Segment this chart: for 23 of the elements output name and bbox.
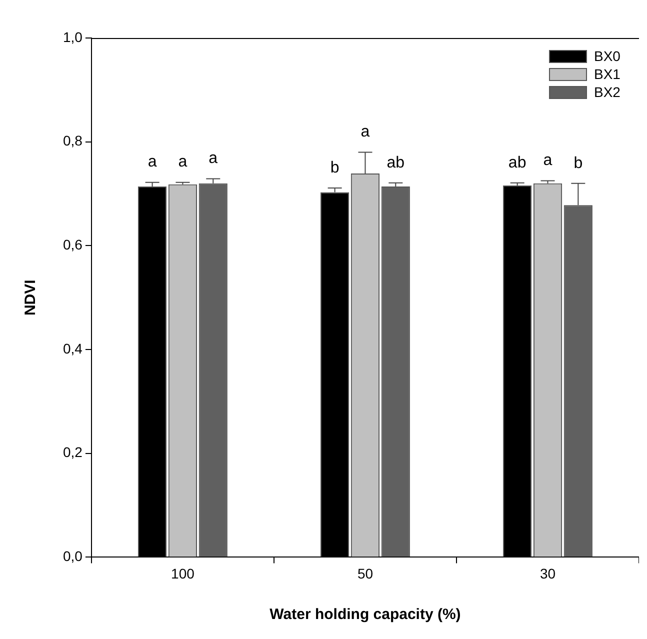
- y-tick-label: 0,6: [62, 236, 83, 253]
- data-label: b: [574, 154, 583, 172]
- y-axis-title: NDVI: [22, 280, 40, 316]
- legend-label: BX1: [594, 66, 621, 82]
- data-label: ab: [386, 154, 405, 172]
- data-label: a: [148, 154, 157, 171]
- y-tick-label: 0,0: [62, 548, 83, 564]
- legend-label: BX0: [594, 48, 621, 64]
- data-label: a: [208, 150, 218, 168]
- y-tick-label: 0,8: [62, 132, 83, 149]
- data-label: a: [360, 124, 370, 141]
- y-tick-label: 1,0: [62, 28, 83, 45]
- x-tick-label: 30: [540, 565, 556, 582]
- y-tick-label: 0,2: [62, 444, 83, 460]
- data-label: a: [178, 154, 188, 171]
- data-label: ab: [508, 154, 526, 172]
- data-label: b: [330, 159, 340, 176]
- data-label: a: [543, 152, 552, 170]
- x-tick-label: 100: [171, 565, 195, 582]
- legend-label: BX2: [594, 84, 621, 100]
- x-tick-label: 50: [357, 565, 374, 582]
- x-axis-title: Water holding capacity (%): [270, 606, 461, 624]
- y-tick-label: 0,4: [62, 340, 83, 356]
